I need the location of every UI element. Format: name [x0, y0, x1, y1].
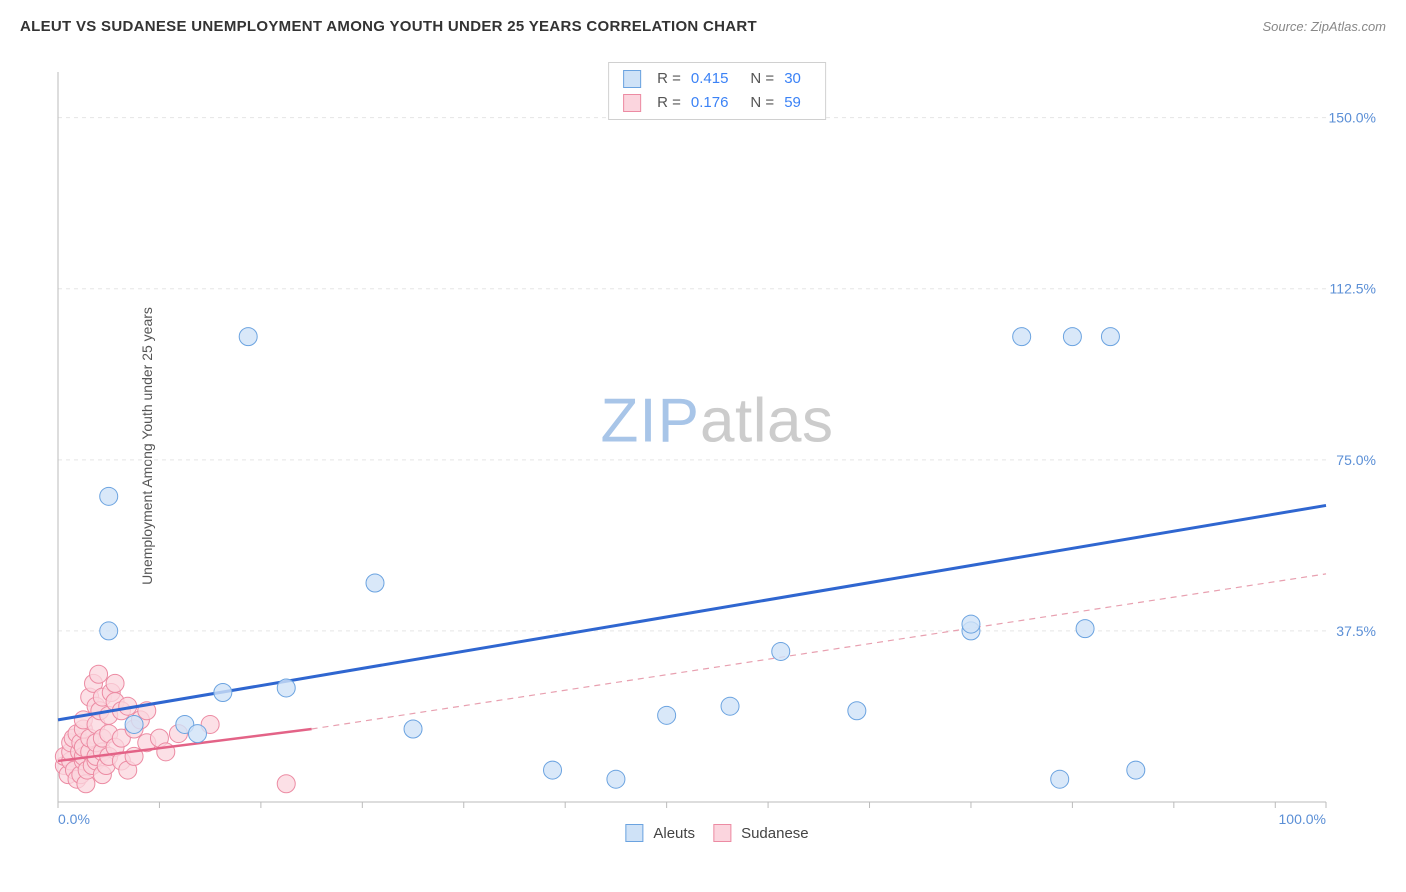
- chart-area: R =0.415N =30R =0.176N =59 ZIPatlas 0.0%…: [48, 62, 1386, 842]
- r-value: 0.415: [691, 67, 729, 91]
- legend-item: Aleuts: [625, 824, 695, 842]
- legend-label: Aleuts: [653, 825, 695, 842]
- source-attribution: Source: ZipAtlas.com: [1262, 19, 1386, 34]
- scatter-plot: 0.0% 100.0% 37.5% 75.0% 112.5% 150.0%: [48, 62, 1386, 842]
- svg-text:75.0%: 75.0%: [1336, 452, 1376, 468]
- legend-item: Sudanese: [713, 824, 809, 842]
- svg-text:112.5%: 112.5%: [1330, 281, 1376, 297]
- n-value: 59: [784, 91, 801, 115]
- n-value: 30: [784, 67, 801, 91]
- r-value: 0.176: [691, 91, 729, 115]
- chart-legend: Aleuts Sudanese: [625, 824, 808, 842]
- correlation-stats-box: R = 0.415 N = 30 R = 0.176 N = 59: [608, 62, 826, 120]
- n-label: N =: [750, 91, 774, 115]
- stats-row: R = 0.176 N = 59: [623, 91, 811, 115]
- stats-row: R = 0.415 N = 30: [623, 67, 811, 91]
- r-label: R =: [657, 67, 681, 91]
- n-label: N =: [750, 67, 774, 91]
- svg-text:37.5%: 37.5%: [1336, 623, 1376, 639]
- chart-title: ALEUT VS SUDANESE UNEMPLOYMENT AMONG YOU…: [20, 18, 757, 35]
- legend-label: Sudanese: [741, 825, 809, 842]
- svg-text:150.0%: 150.0%: [1329, 110, 1376, 126]
- legend-swatch: [625, 824, 643, 842]
- stats-swatch: [623, 94, 641, 112]
- legend-swatch: [713, 824, 731, 842]
- stats-swatch: [623, 70, 641, 88]
- chart-header: ALEUT VS SUDANESE UNEMPLOYMENT AMONG YOU…: [20, 18, 1386, 35]
- r-label: R =: [657, 91, 681, 115]
- svg-text:100.0%: 100.0%: [1279, 811, 1326, 827]
- svg-text:0.0%: 0.0%: [58, 811, 90, 827]
